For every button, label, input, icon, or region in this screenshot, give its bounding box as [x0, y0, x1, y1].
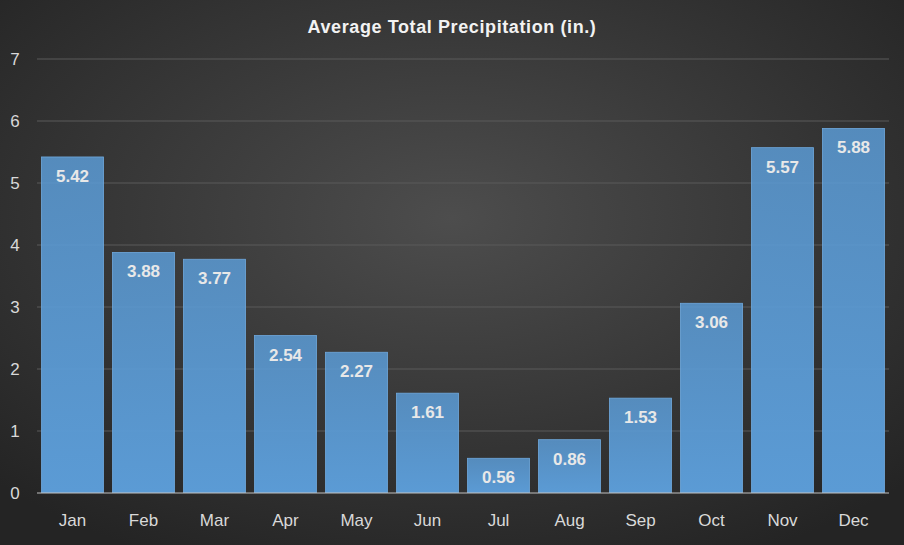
data-label: 2.54: [269, 346, 303, 365]
background: [0, 0, 904, 545]
page: {"chart_data": {"type": "bar", "title": …: [0, 0, 904, 545]
y-tick-label: 2: [10, 360, 19, 379]
data-label: 3.06: [695, 313, 728, 332]
bar: [396, 393, 458, 493]
x-axis-line: [37, 492, 889, 493]
x-tick-label: Jun: [414, 511, 441, 530]
bar: [325, 352, 387, 493]
x-tick-label: Aug: [554, 511, 584, 530]
x-tick-label: May: [340, 511, 373, 530]
bar: [538, 440, 600, 493]
x-tick-label: Apr: [272, 511, 299, 530]
data-label: 0.56: [482, 468, 515, 487]
y-tick-label: 1: [10, 422, 19, 441]
grid-line: [37, 121, 889, 122]
bar: [467, 458, 529, 493]
bar: [41, 157, 103, 493]
x-tick-label: Jul: [488, 511, 510, 530]
chart-svg: Average Total Precipitation (in.) 0 1 2 3 4 5 6…: [0, 0, 904, 545]
bars: [41, 128, 884, 493]
data-label: 2.27: [340, 362, 373, 381]
data-label: 0.86: [553, 450, 586, 469]
bar: [112, 252, 174, 493]
x-tick-label: Nov: [767, 511, 798, 530]
bar: [609, 398, 671, 493]
bar: [680, 303, 742, 493]
x-tick-label: Mar: [200, 511, 230, 530]
data-label: 1.61: [411, 403, 444, 422]
y-tick-label: 6: [10, 112, 19, 131]
y-tick-label: 4: [10, 236, 19, 255]
data-label: 5.42: [56, 167, 89, 186]
x-tick-label: Dec: [838, 511, 869, 530]
x-tick-label: Jan: [59, 511, 86, 530]
y-tick-label: 5: [10, 174, 19, 193]
data-label: 3.77: [198, 269, 231, 288]
x-tick-label: Sep: [625, 511, 655, 530]
bar: [254, 336, 316, 493]
data-label: 5.57: [766, 158, 799, 177]
bar: [183, 259, 245, 493]
data-label: 1.53: [624, 408, 657, 427]
y-tick-label: 3: [10, 298, 19, 317]
data-label: 3.88: [127, 262, 160, 281]
data-label: 5.88: [837, 138, 870, 157]
bar: [751, 148, 813, 493]
y-tick-label: 7: [10, 50, 19, 69]
x-tick-label: Feb: [129, 511, 158, 530]
chart-title: Average Total Precipitation (in.): [308, 17, 597, 37]
chart-container: Average Total Precipitation (in.) 0 1 2 3 4 5 6…: [0, 0, 904, 545]
y-tick-label: 0: [10, 484, 19, 503]
grid-line: [37, 59, 889, 60]
x-tick-label: Oct: [698, 511, 725, 530]
bar: [822, 128, 884, 493]
